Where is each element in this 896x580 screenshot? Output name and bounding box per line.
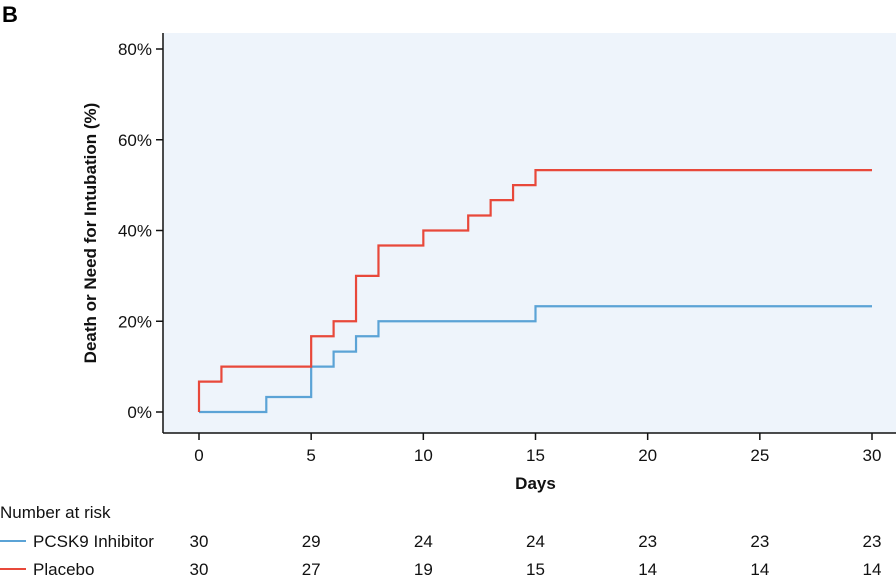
x-tick-label: 0 — [194, 446, 203, 465]
risk-count: 23 — [638, 532, 657, 551]
risk-count: 27 — [302, 560, 321, 579]
y-axis-title: Death or Need for Intubation (%) — [81, 103, 100, 364]
x-tick-label: 5 — [306, 446, 315, 465]
risk-count: 14 — [863, 560, 882, 579]
panel-label: B — [2, 2, 18, 27]
risk-row-label: PCSK9 Inhibitor — [33, 532, 154, 551]
risk-count: 24 — [414, 532, 433, 551]
series-line-placebo — [197, 169, 872, 412]
y-tick-label: 20% — [118, 312, 152, 331]
risk-count: 14 — [638, 560, 657, 579]
x-tick-label: 25 — [750, 446, 769, 465]
risk-count: 24 — [526, 532, 545, 551]
y-tick-label: 40% — [118, 222, 152, 241]
risk-count: 19 — [414, 560, 433, 579]
risk-count: 23 — [863, 532, 882, 551]
risk-count: 30 — [190, 560, 209, 579]
risk-count: 15 — [526, 560, 545, 579]
x-tick-label: 20 — [638, 446, 657, 465]
risk-count: 29 — [302, 532, 321, 551]
y-tick-label: 60% — [118, 131, 152, 150]
risk-count: 14 — [750, 560, 769, 579]
risk-row-label: Placebo — [33, 560, 94, 579]
y-tick-label: 80% — [118, 40, 152, 59]
risk-count: 30 — [190, 532, 209, 551]
series-line-pcsk9-inhibitor — [199, 305, 872, 414]
x-axis-title: Days — [515, 474, 556, 493]
x-tick-label: 10 — [414, 446, 433, 465]
risk-count: 23 — [750, 532, 769, 551]
risk-table-title: Number at risk — [0, 503, 111, 522]
x-tick-label: 30 — [863, 446, 882, 465]
x-tick-label: 15 — [526, 446, 545, 465]
y-tick-label: 0% — [127, 403, 152, 422]
plot-area — [163, 33, 896, 433]
